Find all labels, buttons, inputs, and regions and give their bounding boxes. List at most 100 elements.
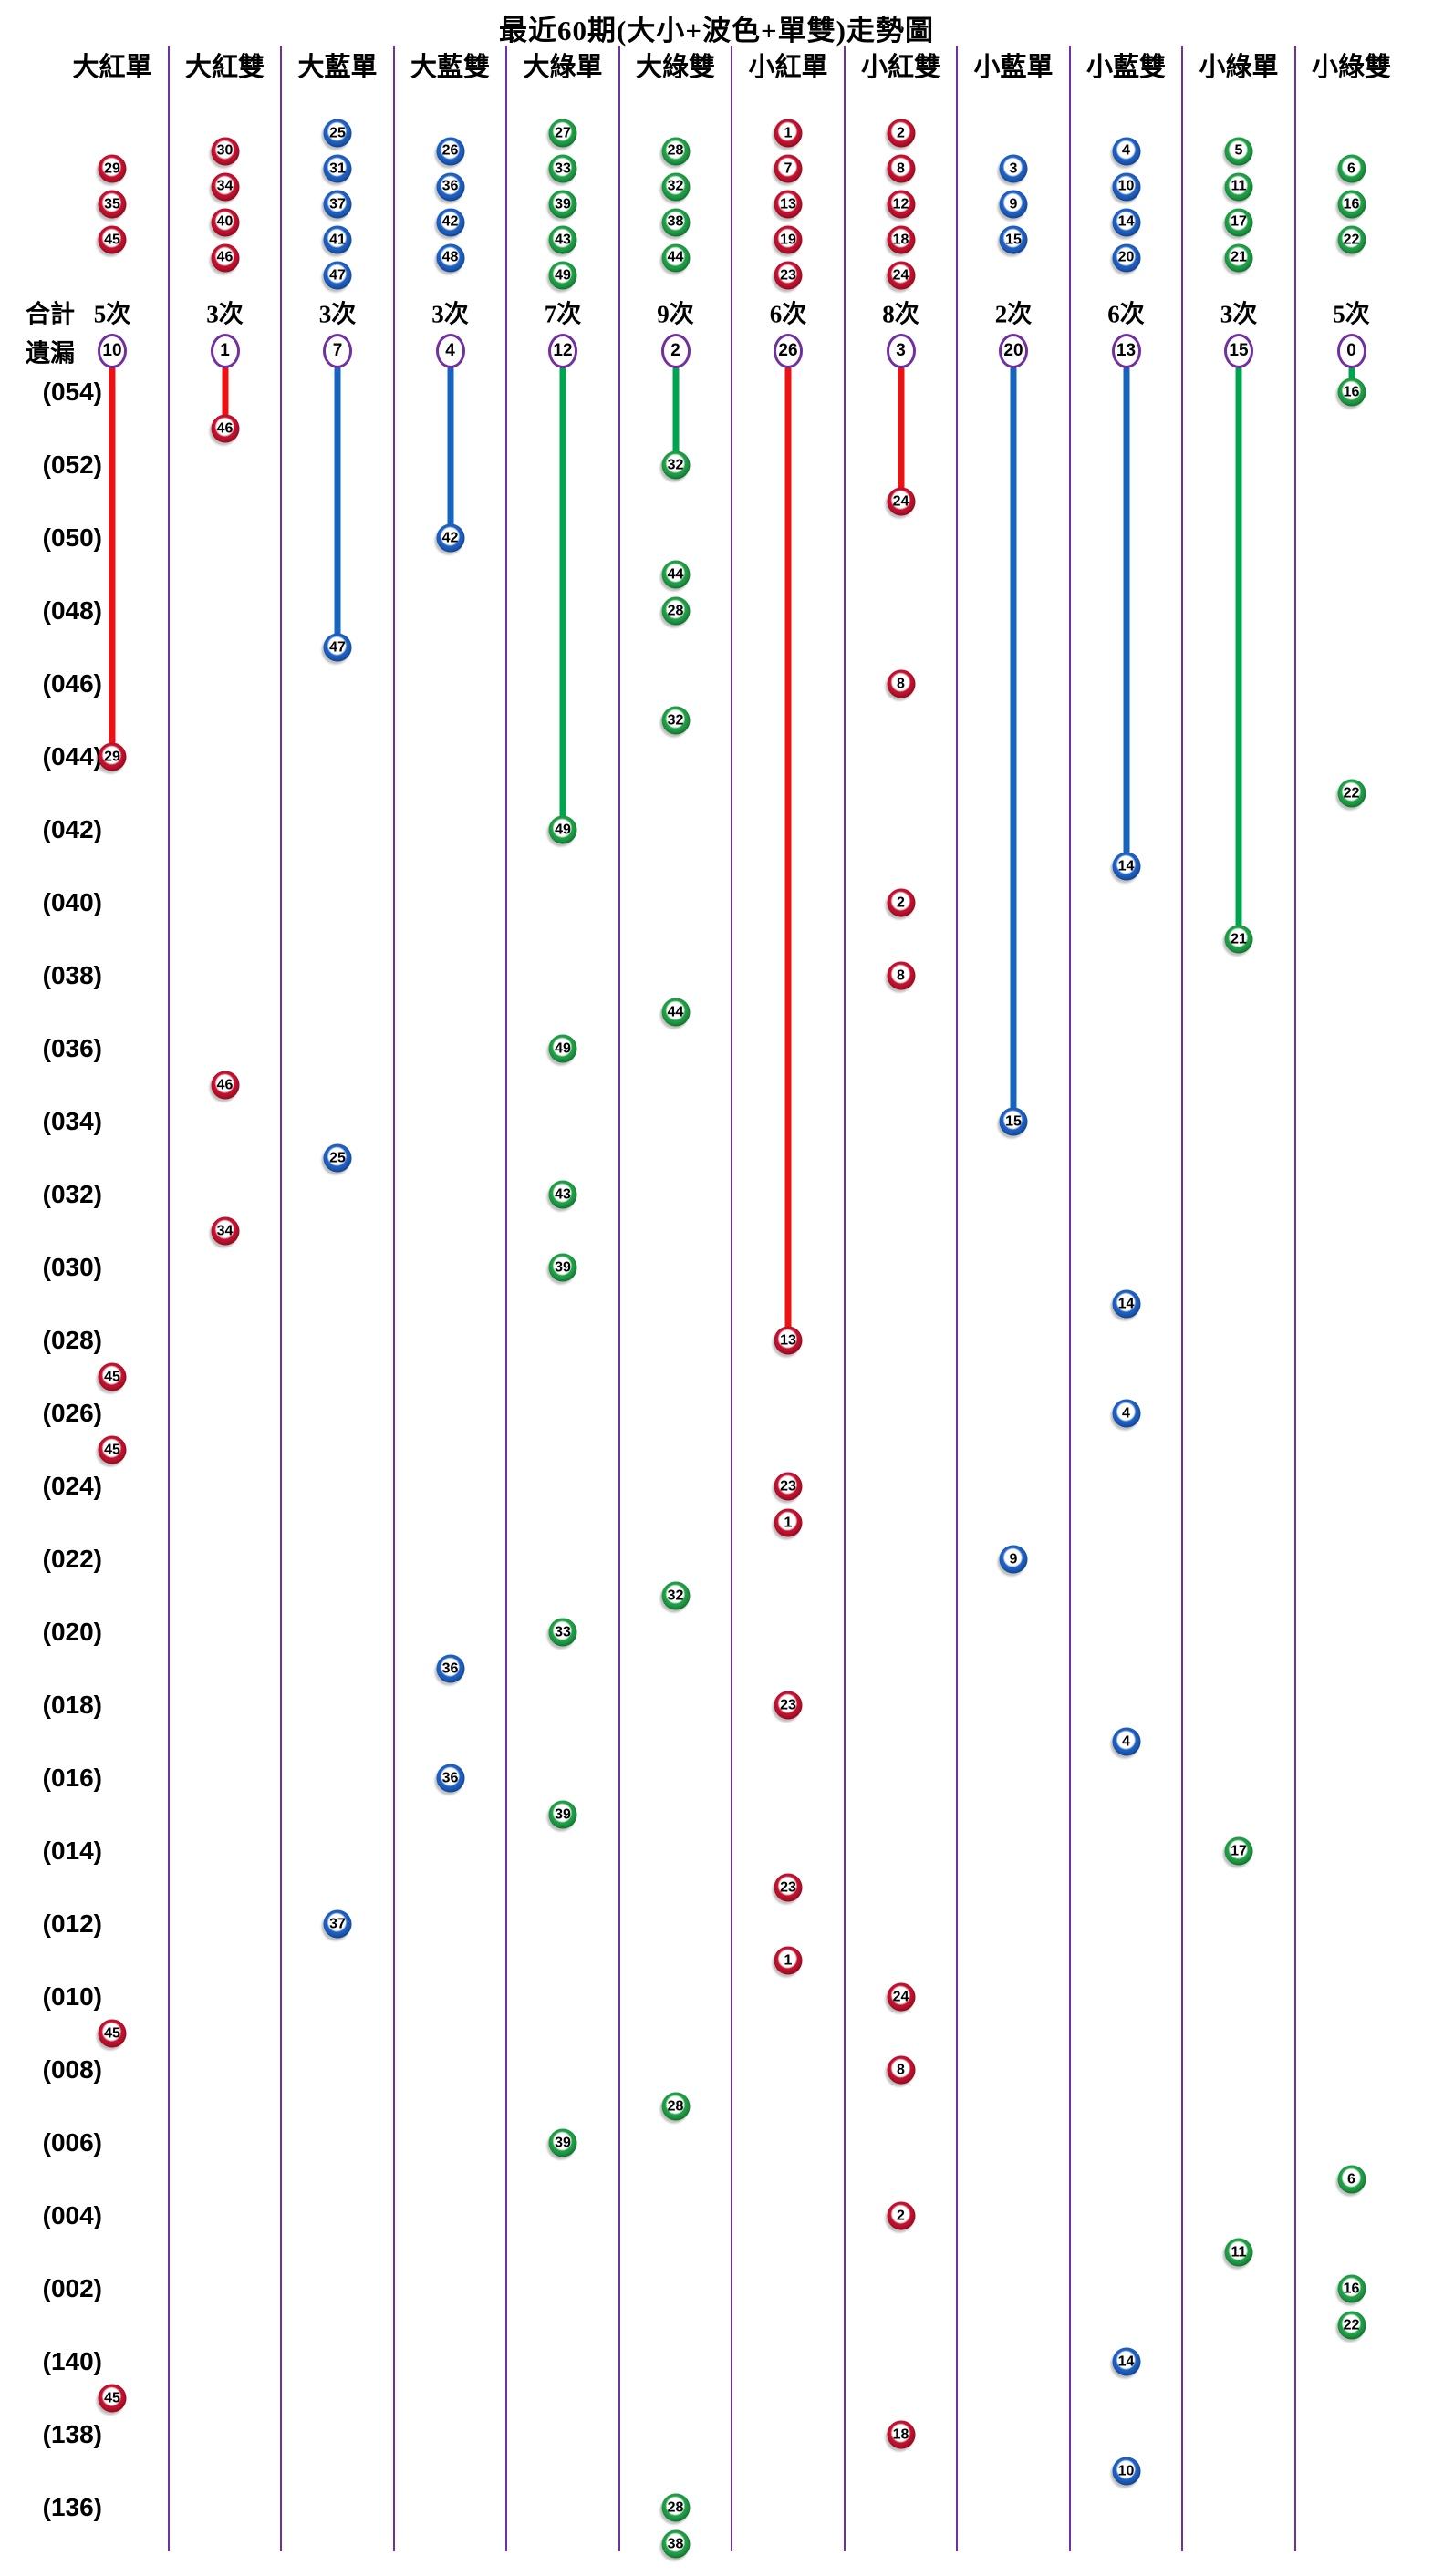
draw-ball: 39 xyxy=(548,2128,577,2157)
total-count-5: 7次 xyxy=(544,300,582,328)
draw-ball: 1 xyxy=(774,1508,803,1537)
ball-number: 49 xyxy=(555,822,571,837)
ball-number: 31 xyxy=(329,160,346,176)
member-ball: 2 xyxy=(887,119,915,148)
ball-number: 8 xyxy=(897,160,905,176)
row-label-032: (032) xyxy=(42,1180,102,1208)
ball-number: 39 xyxy=(555,1259,571,1275)
row-label-030: (030) xyxy=(42,1253,102,1281)
member-ball: 14 xyxy=(1112,208,1140,236)
ball-number: 6 xyxy=(1347,160,1355,176)
ball-number: 4 xyxy=(1122,142,1130,159)
ball-number: 14 xyxy=(1117,1296,1135,1311)
ball-number: 44 xyxy=(667,249,684,265)
draw-ball: 1 xyxy=(774,1946,803,1975)
member-ball: 37 xyxy=(323,190,352,219)
member-ball: 40 xyxy=(211,208,239,236)
ball-number: 43 xyxy=(555,232,571,247)
draw-ball: 14 xyxy=(1112,852,1140,881)
ball-number: 49 xyxy=(555,267,571,283)
draw-ball: 8 xyxy=(887,961,915,990)
row-label-052: (052) xyxy=(42,450,102,479)
total-count-10: 6次 xyxy=(1107,300,1145,328)
missing-count-6: 2 xyxy=(660,334,691,368)
draw-ball: 39 xyxy=(548,1800,577,1829)
ball-number: 41 xyxy=(329,232,346,247)
column-header-2: 大紅雙 xyxy=(184,53,265,82)
column-separator xyxy=(618,46,620,2551)
ball-number: 38 xyxy=(667,2536,684,2551)
row-label-016: (016) xyxy=(42,1764,102,1792)
draw-ball: 49 xyxy=(548,815,577,844)
ball-number: 14 xyxy=(1117,213,1135,230)
row-label-010: (010) xyxy=(42,1982,102,2011)
member-ball: 6 xyxy=(1337,154,1366,183)
draw-ball: 14 xyxy=(1112,1289,1140,1319)
column-separator xyxy=(1068,46,1071,2551)
missing-count-4: 4 xyxy=(435,334,465,368)
missing-count-8: 3 xyxy=(886,334,916,368)
missing-count-7: 26 xyxy=(774,334,803,368)
column-header-5: 大綠單 xyxy=(523,53,603,82)
total-count-4: 3次 xyxy=(431,300,469,328)
column-separator xyxy=(1293,46,1296,2551)
draw-ball: 28 xyxy=(661,2493,690,2522)
row-label-018: (018) xyxy=(42,1691,102,1719)
draw-ball: 44 xyxy=(661,998,690,1027)
draw-ball: 29 xyxy=(98,742,127,771)
ball-number: 26 xyxy=(441,142,459,159)
member-ball: 21 xyxy=(1224,243,1253,272)
member-ball: 27 xyxy=(548,119,577,148)
row-label-028: (028) xyxy=(42,1326,102,1354)
ball-number: 37 xyxy=(329,196,346,212)
ball-number: 44 xyxy=(667,1004,684,1019)
column-header-7: 小紅單 xyxy=(748,53,828,82)
ball-number: 49 xyxy=(555,1040,571,1056)
draw-ball: 18 xyxy=(887,2420,915,2449)
ball-number: 9 xyxy=(1009,1551,1018,1567)
member-ball: 30 xyxy=(211,137,239,165)
ball-number: 47 xyxy=(329,267,346,283)
row-label-048: (048) xyxy=(42,596,102,625)
draw-ball: 45 xyxy=(98,1435,127,1464)
row-label-034: (034) xyxy=(42,1107,102,1135)
ball-number: 7 xyxy=(784,160,793,176)
draw-ball: 46 xyxy=(211,1071,239,1100)
ball-number: 20 xyxy=(1117,249,1135,265)
member-ball: 12 xyxy=(887,190,915,219)
ball-number: 19 xyxy=(780,232,796,247)
draw-ball: 49 xyxy=(548,1034,577,1063)
ball-number: 29 xyxy=(104,749,120,764)
ball-number: 28 xyxy=(667,603,684,618)
draw-ball: 45 xyxy=(98,2019,127,2048)
ball-number: 45 xyxy=(104,2025,120,2041)
draw-ball: 8 xyxy=(887,669,915,698)
member-ball: 32 xyxy=(661,172,690,201)
ball-number: 46 xyxy=(216,420,234,436)
draw-ball: 32 xyxy=(661,706,690,735)
total-count-11: 3次 xyxy=(1220,300,1258,328)
draw-ball: 15 xyxy=(999,1107,1028,1136)
column-separator xyxy=(731,46,733,2551)
member-ball: 33 xyxy=(548,154,577,183)
ball-number: 24 xyxy=(892,267,909,283)
column-header-11: 小綠單 xyxy=(1199,53,1279,82)
ball-number: 18 xyxy=(892,2426,909,2442)
missing-streak-line xyxy=(784,367,792,1340)
draw-ball: 17 xyxy=(1224,1836,1253,1866)
ball-number: 1 xyxy=(784,1515,793,1530)
draw-ball: 22 xyxy=(1337,2311,1366,2340)
draw-ball: 23 xyxy=(774,1873,803,1902)
ball-number: 39 xyxy=(555,1806,571,1822)
ball-number: 2 xyxy=(897,125,905,140)
draw-ball: 25 xyxy=(323,1143,352,1173)
ball-number: 11 xyxy=(1231,178,1247,194)
missing-streak-line xyxy=(898,367,904,502)
ball-number: 6 xyxy=(1347,2171,1355,2187)
row-label-012: (012) xyxy=(42,1909,102,1938)
ball-number: 45 xyxy=(104,1442,120,1457)
draw-ball: 28 xyxy=(661,596,690,626)
draw-ball: 45 xyxy=(98,2384,127,2413)
member-ball: 41 xyxy=(323,225,352,254)
draw-ball: 4 xyxy=(1112,1727,1140,1756)
